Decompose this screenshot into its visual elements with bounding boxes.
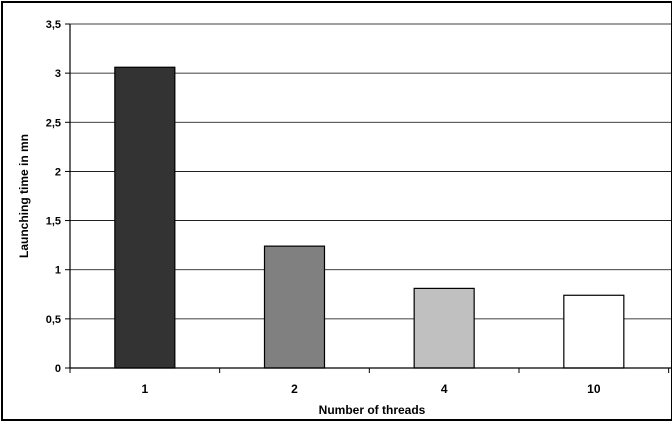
bar	[263, 245, 326, 369]
tick-labels: 0 0,5 1 1,5 2 2,5 3 3,5 1 2 4 10	[46, 19, 601, 396]
y-tick-label: 3,5	[46, 19, 61, 31]
bar	[114, 66, 176, 369]
x-tick-label: 4	[441, 382, 448, 396]
x-tick-label: 10	[587, 382, 601, 396]
bars	[114, 66, 625, 369]
axes	[65, 23, 672, 373]
bar	[563, 294, 625, 369]
y-tick-label: 1	[55, 265, 61, 277]
y-axis-label: Launching time in mn	[17, 134, 31, 258]
x-tick-label: 2	[291, 382, 298, 396]
y-tick-label: 2	[55, 166, 61, 178]
bar	[413, 287, 475, 369]
x-tick-label: 1	[141, 382, 148, 396]
x-axis-label: Number of threads	[319, 403, 426, 417]
y-tick-label: 3	[55, 68, 61, 80]
y-tick-label: 0,5	[46, 314, 61, 326]
y-tick-label: 1,5	[46, 216, 61, 228]
y-tick-label: 0	[55, 363, 61, 375]
y-tick-label: 2,5	[46, 117, 61, 129]
